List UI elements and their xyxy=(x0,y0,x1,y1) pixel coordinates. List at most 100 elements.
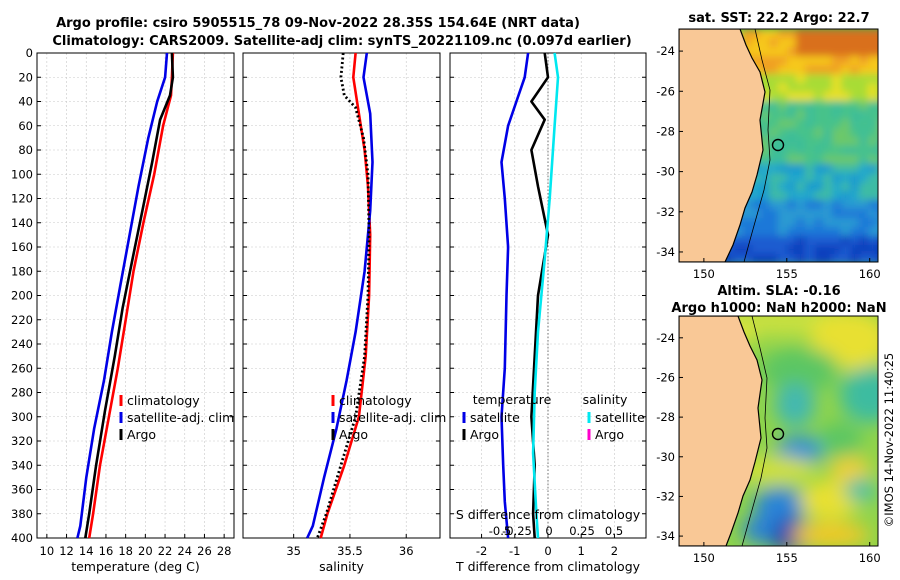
map-y-tick-label: -30 xyxy=(656,450,675,464)
sst-cell xyxy=(850,227,860,237)
sst-cell xyxy=(778,218,788,228)
sst-cell xyxy=(823,155,833,165)
sst-cell xyxy=(823,236,833,246)
sst-cell xyxy=(760,47,770,57)
map-y-tick-label: -28 xyxy=(656,124,675,138)
sst-cell xyxy=(841,173,851,183)
sst-cell xyxy=(859,254,869,262)
sst-cell xyxy=(850,146,860,156)
sst-cell xyxy=(796,155,806,165)
sst-cell xyxy=(850,236,860,246)
imos-timestamp-watermark: ©IMOS 14-Nov-2022 11:40:25 xyxy=(882,353,896,527)
sst-cell xyxy=(832,38,842,48)
x-tick-label: 28 xyxy=(217,544,232,558)
sst-cell xyxy=(769,110,779,120)
sst-cell xyxy=(751,218,761,228)
sla-anomaly-blob xyxy=(840,367,878,423)
sst-cell xyxy=(796,56,806,66)
sst-cell xyxy=(796,38,806,48)
sst-cell xyxy=(859,83,869,93)
sst-cell xyxy=(814,47,824,57)
y-tick-label: 0 xyxy=(26,46,33,60)
sst-cell xyxy=(814,38,824,48)
sst-cell xyxy=(814,218,824,228)
sst-cell xyxy=(832,173,842,183)
sst-cell xyxy=(814,164,824,174)
x-tick-label: 18 xyxy=(118,544,133,558)
sst-cell xyxy=(814,227,824,237)
sst-cell xyxy=(805,146,815,156)
sst-cell xyxy=(805,155,815,165)
sst-cell xyxy=(796,191,806,201)
sst-cell xyxy=(859,101,869,111)
sst-cell xyxy=(868,47,878,57)
sst-cell xyxy=(796,110,806,120)
sst-cell xyxy=(787,173,797,183)
sst-cell xyxy=(769,83,779,93)
sst-cell xyxy=(805,182,815,192)
sst-cell xyxy=(850,209,860,219)
sst-cell xyxy=(760,92,770,102)
sst-cell xyxy=(760,164,770,174)
series-line-argo xyxy=(84,52,175,539)
sst-cell xyxy=(778,155,788,165)
top-tick-label: -0.25 xyxy=(502,524,532,538)
legend-label-temperature-satellite: satellite xyxy=(470,410,520,425)
sst-cell xyxy=(778,29,788,39)
sst-cell xyxy=(769,128,779,138)
sst-cell xyxy=(850,182,860,192)
sst-cell xyxy=(805,101,815,111)
sst-cell xyxy=(778,254,788,262)
sst-cell xyxy=(832,56,842,66)
sst-cell xyxy=(814,254,824,262)
sst-cell xyxy=(769,146,779,156)
sst-cell xyxy=(805,173,815,183)
top-tick-label: 0.25 xyxy=(569,524,595,538)
sst-cell xyxy=(796,218,806,228)
sst-cell xyxy=(850,254,860,262)
sst-cell xyxy=(787,83,797,93)
sst-cell xyxy=(832,236,842,246)
sst-cell xyxy=(868,119,878,129)
sst-cell xyxy=(733,245,743,255)
sst-cell xyxy=(787,182,797,192)
sst-cell xyxy=(769,65,779,75)
sst-cell xyxy=(787,146,797,156)
sst-cell xyxy=(850,218,860,228)
sst-cell xyxy=(805,38,815,48)
sst-cell xyxy=(796,245,806,255)
sst-cell xyxy=(832,164,842,174)
sst-cell xyxy=(751,200,761,210)
sst-cell xyxy=(832,245,842,255)
map-x-tick-label: 150 xyxy=(693,267,715,281)
sst-cell xyxy=(805,191,815,201)
sst-cell xyxy=(832,92,842,102)
sst-cell xyxy=(832,146,842,156)
sst-cell xyxy=(724,254,734,262)
sst-cell xyxy=(760,200,770,210)
sst-cell xyxy=(868,218,878,228)
sla-map: Altim. SLA: -0.16 Argo h1000: NaN h2000:… xyxy=(656,284,886,565)
sst-cell xyxy=(751,38,761,48)
y-tick-label: 280 xyxy=(11,386,33,400)
series-line-satellite-adj-clim xyxy=(306,52,374,539)
sst-cell xyxy=(841,146,851,156)
sst-cell xyxy=(778,128,788,138)
sst-cell xyxy=(841,110,851,120)
sst-cell xyxy=(787,110,797,120)
map-y-tick-label: -26 xyxy=(656,84,675,98)
sst-cell xyxy=(814,209,824,219)
sst-cell xyxy=(868,245,878,255)
sst-cell xyxy=(760,254,770,262)
x-tick-label: 35 xyxy=(286,544,301,558)
x-tick-label: 10 xyxy=(40,544,55,558)
sst-cell xyxy=(787,38,797,48)
legend-label-temperature-argo: Argo xyxy=(470,427,499,442)
sst-cell xyxy=(778,119,788,129)
sst-cell xyxy=(841,83,851,93)
sst-cell xyxy=(823,200,833,210)
sst-cell xyxy=(841,38,851,48)
sst-cell xyxy=(778,92,788,102)
temperature-panel: 0 20 40 60 80 100 120 140 160 180 200 220 240 260 280 3… xyxy=(11,46,235,574)
sst-cell xyxy=(760,101,770,111)
